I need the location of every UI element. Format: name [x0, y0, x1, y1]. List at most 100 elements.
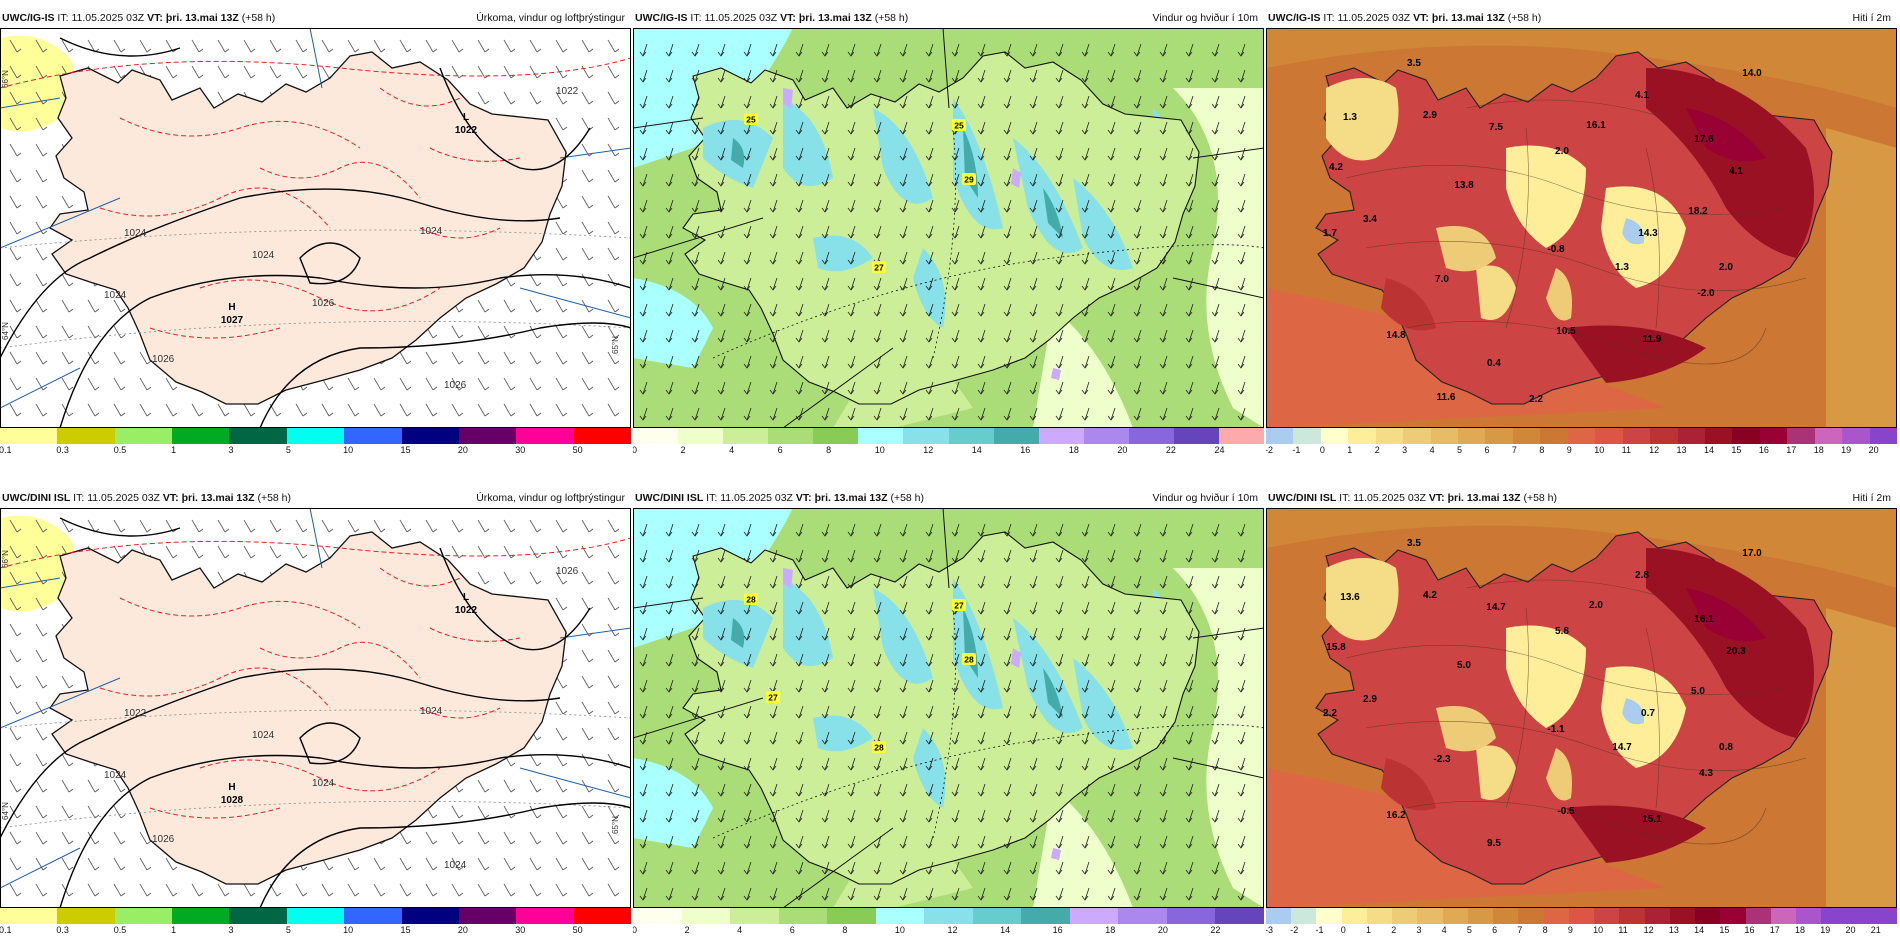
- isobar-label: 1024: [124, 228, 147, 239]
- precip-tick-label: 15: [400, 445, 411, 455]
- gust-label: 25: [746, 115, 756, 125]
- precip-map: H 1028 L 1022 1022 1024 1024 1026 1024 1024 1026 10…: [0, 508, 631, 908]
- temp-swatch: [1291, 908, 1317, 924]
- temp-tick-label: 13: [1676, 445, 1687, 455]
- temp-tick-label: 20: [1868, 445, 1879, 455]
- gust-label: 29: [964, 175, 974, 185]
- temp-swatch: [1695, 908, 1721, 924]
- temp-swatch: [1266, 428, 1294, 444]
- isobar-label: 1026: [444, 380, 467, 391]
- temp-swatch: [1316, 908, 1343, 924]
- wind-tick-label: 6: [777, 445, 783, 455]
- temp-swatch: [1485, 428, 1514, 444]
- temp-tick-label: -2: [1290, 925, 1299, 935]
- wind-swatch: [778, 908, 828, 924]
- wind-map-svg: 28 27 28 28 27: [633, 508, 1264, 908]
- panel-title: Hiti í 2m: [1852, 492, 1891, 504]
- wind-tick-label: 14: [1000, 925, 1011, 935]
- temp-tick-label: 8: [1539, 445, 1545, 455]
- latitude-label: 64°N: [1, 322, 10, 340]
- temp-tick-label: 13: [1668, 925, 1679, 935]
- temperature-label: 2.2: [1323, 708, 1337, 719]
- gust-label: 25: [954, 121, 964, 131]
- temp-tick-label: 17: [1769, 925, 1780, 935]
- temperature-label: 2.0: [1589, 600, 1603, 611]
- temperature-label: 14.7: [1486, 602, 1506, 613]
- wind-swatch: [813, 428, 859, 444]
- temperature-label: 13.8: [1454, 180, 1474, 191]
- precip-tick-label: 5: [285, 925, 291, 935]
- precip-swatch: [458, 428, 517, 444]
- precip-colorbar: 0.1 0.3 0.5 1 3 5 10 15 20 30 50: [0, 428, 631, 458]
- wind-swatch: [678, 428, 724, 444]
- precip-colorbar: 0.1 0.3 0.5 1 3 5 10 15 20 30 50: [0, 908, 631, 938]
- temp-swatch: [1430, 428, 1459, 444]
- temperature-label: 11.6: [1437, 392, 1456, 403]
- temp-tick-label: 7: [1511, 445, 1517, 455]
- precip-swatch: [229, 428, 288, 444]
- temp-swatch: [1669, 908, 1696, 924]
- temp-tick-label: 10: [1593, 925, 1604, 935]
- temp-swatch: [1796, 908, 1822, 924]
- panel-header: UWC/DINI ISL IT: 11.05.2025 03Z VT: þri.…: [0, 488, 631, 508]
- precip-swatch: [0, 428, 58, 444]
- wind-tick-label: 22: [1165, 445, 1176, 455]
- temp-tick-label: 3: [1416, 925, 1422, 935]
- temperature-label: 2.9: [1363, 694, 1377, 705]
- isobar-label: 1026: [152, 834, 175, 845]
- temp-tick-label: 14: [1694, 925, 1705, 935]
- temp-swatch: [1846, 908, 1873, 924]
- wind-swatch: [1215, 908, 1264, 924]
- wind-colorbar: 0 2 4 6 8 10 12 14 16 18 20 22 24: [633, 428, 1264, 458]
- temp-map-svg: 3.5 14.0 1.3 2.9 4.1 7.5 16.1 17.6 4.2 13.8 2.0 4.1…: [1266, 28, 1897, 428]
- temp-swatch: [1594, 908, 1620, 924]
- cool-areas: [1326, 78, 1686, 321]
- precip-tick-label: 10: [343, 445, 354, 455]
- precip-tick-label: 15: [400, 925, 411, 935]
- temp-swatch: [1677, 428, 1706, 444]
- wind-tick-label: 4: [729, 445, 735, 455]
- pressure-value: 1027: [221, 315, 244, 326]
- precip-swatch: [114, 428, 173, 444]
- wind-tick-label: 16: [1020, 445, 1031, 455]
- precip-swatch: [573, 428, 631, 444]
- precip-tick-label: 3: [228, 925, 234, 935]
- isobars: [0, 517, 631, 908]
- isobar-label: 1022: [556, 86, 579, 97]
- wind-swatch: [1173, 428, 1220, 444]
- gust-label: 27: [768, 693, 778, 703]
- wind-swatch: [924, 908, 974, 924]
- wind-swatch: [1069, 908, 1119, 924]
- precip-swatch: [516, 428, 575, 444]
- temp-swatch: [1512, 428, 1541, 444]
- temp-panel-row1: UWC/IG-IS IT: 11.05.2025 03Z VT: þri. 13…: [1266, 8, 1897, 458]
- temp-tick-label: 7: [1517, 925, 1523, 935]
- gust-label: 28: [964, 655, 974, 665]
- temperature-label: 2.8: [1635, 570, 1649, 581]
- wind-swatch: [681, 908, 731, 924]
- temperature-label: 2.0: [1719, 262, 1733, 273]
- precip-panel-row2: UWC/DINI ISL IT: 11.05.2025 03Z VT: þri.…: [0, 488, 631, 938]
- isobar-label: 1022: [124, 708, 147, 719]
- temp-tick-label: 20: [1845, 925, 1856, 935]
- temp-swatch: [1458, 428, 1486, 444]
- wind-swatch: [768, 428, 814, 444]
- isobar-label: 1024: [104, 290, 127, 301]
- gust-label: 28: [874, 743, 884, 753]
- wind-swatch: [730, 908, 780, 924]
- temp-swatch: [1745, 908, 1772, 924]
- temp-swatch: [1770, 908, 1797, 924]
- temperature-label: -2.3: [1433, 754, 1451, 765]
- warm-areas: [1381, 548, 1814, 863]
- precip-swatch: [229, 908, 288, 924]
- wind-tick-label: 18: [1105, 925, 1116, 935]
- precip-tick-label: 10: [343, 925, 354, 935]
- temp-tick-label: 18: [1813, 445, 1824, 455]
- temp-swatch: [1821, 908, 1847, 924]
- temperature-label: 2.0: [1555, 146, 1569, 157]
- high-pressure-marker: H: [228, 782, 235, 793]
- temp-swatch: [1704, 428, 1733, 444]
- temp-tick-label: 18: [1795, 925, 1806, 935]
- temperature-label: 7.5: [1489, 122, 1503, 133]
- temp-tick-label: 16: [1758, 445, 1769, 455]
